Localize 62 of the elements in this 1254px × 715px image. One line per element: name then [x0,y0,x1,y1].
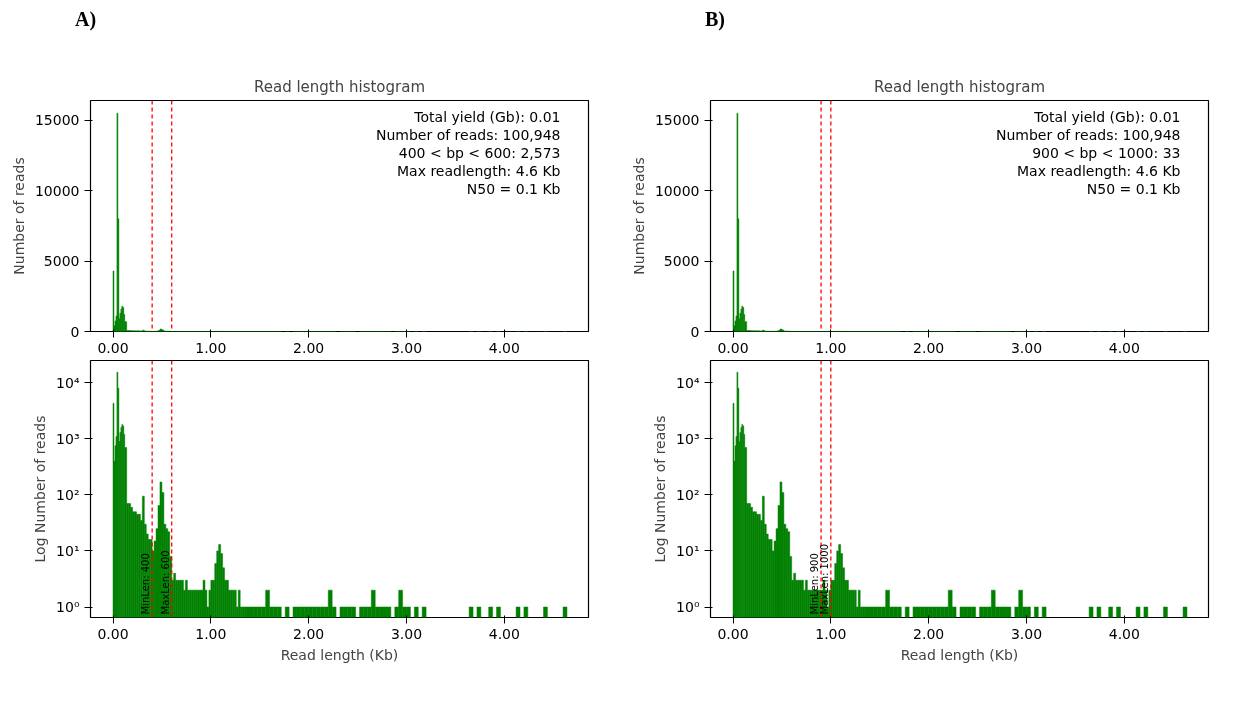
y-axis-title: Number of reads [10,157,27,275]
y-tick-label: 10² [676,486,700,503]
y-axis-title: Log Number of reads [32,415,49,563]
y-axis-title: Log Number of reads [652,415,669,563]
y-tick-label: 10⁴ [56,374,80,391]
annotation: N50 = 0.1 Kb [1086,180,1181,197]
x-tick-label: 1.00 [815,339,847,356]
x-tick-label: 4.00 [1108,339,1140,356]
y-tick-label: 10³ [676,430,700,447]
y-tick-label: 10000 [34,182,80,199]
annotation: N50 = 0.1 Kb [466,180,561,197]
x-axis-title: Read length (Kb) [900,646,1019,663]
y-tick-label: 15000 [654,112,700,129]
x-tick-label: 2.00 [913,339,945,356]
y-tick-label: 10000 [654,182,700,199]
y-tick-label: 10⁰ [56,599,80,616]
y-tick-label: 10³ [56,430,80,447]
x-tick-label: 2.00 [293,625,325,642]
annotation: 900 < bp < 1000: 33 [1032,144,1181,161]
annotation: Total yield (Gb): 0.01 [1033,108,1181,125]
chart-title: Read length histogram [873,77,1046,96]
ref-line-label: MinLen: 900 [809,553,821,615]
y-tick-label: 10¹ [56,542,80,559]
y-tick-label: 5000 [663,253,700,270]
ref-line-label: MaxLen: 1000 [818,543,830,615]
x-tick-label: 3.00 [1010,625,1043,642]
x-tick-label: 3.00 [390,625,423,642]
y-tick-label: 10¹ [676,542,700,559]
annotation: Total yield (Gb): 0.01 [413,108,561,125]
y-tick-label: 10⁰ [676,599,700,616]
annotation: 400 < bp < 600: 2,573 [398,144,561,161]
annotation: Number of reads: 100,948 [995,126,1181,143]
ref-line-label: MaxLen: 600 [159,550,171,615]
annotation: Max readlength: 4.6 Kb [1017,162,1181,179]
x-tick-label: 1.00 [195,625,227,642]
y-tick-label: 10⁴ [676,374,700,391]
y-tick-label: 0 [70,323,80,340]
text: A) [75,7,97,33]
x-tick-label: 0.00 [717,625,749,642]
x-tick-label: 4.00 [1108,625,1140,642]
x-tick-label: 3.00 [390,339,423,356]
y-axis-title: Number of reads [630,157,647,275]
x-tick-label: 4.00 [488,339,520,356]
ref-line-label: MinLen: 400 [140,553,152,615]
x-tick-label: 4.00 [488,625,520,642]
x-tick-label: 0.00 [717,339,749,356]
x-tick-label: 1.00 [195,339,227,356]
x-axis-title: Read length (Kb) [280,646,399,663]
x-tick-label: 0.00 [97,625,129,642]
y-tick-label: 0 [690,323,700,340]
annotation: Max readlength: 4.6 Kb [397,162,561,179]
x-tick-label: 2.00 [293,339,325,356]
x-tick-label: 2.00 [913,625,945,642]
y-tick-label: 10² [56,486,80,503]
y-tick-label: 5000 [43,253,80,270]
text: B) [705,7,725,33]
chart-title: Read length histogram [253,77,426,96]
x-tick-label: 0.00 [97,339,129,356]
annotation: Number of reads: 100,948 [375,126,561,143]
x-tick-label: 3.00 [1010,339,1043,356]
y-tick-label: 15000 [34,112,80,129]
x-tick-label: 1.00 [815,625,847,642]
